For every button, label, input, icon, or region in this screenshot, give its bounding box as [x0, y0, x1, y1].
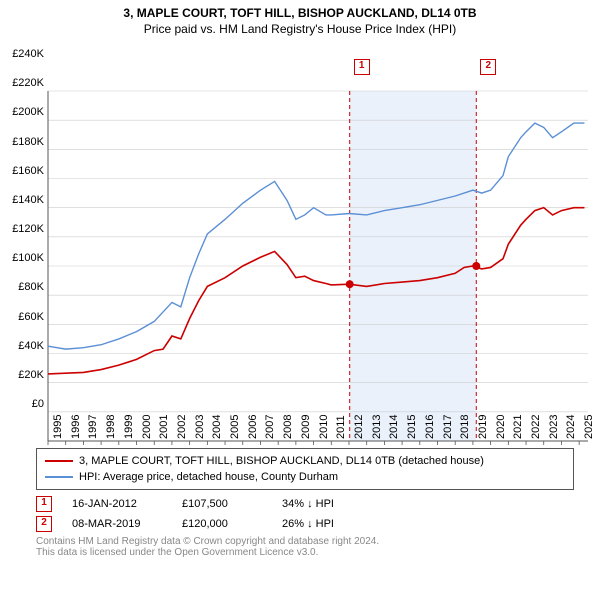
- y-tick-label: £80K: [4, 281, 44, 293]
- sale-date: 16-JAN-2012: [72, 498, 162, 510]
- y-tick-label: £140K: [4, 194, 44, 206]
- y-tick-label: £220K: [4, 77, 44, 89]
- x-tick-label: 2020: [495, 415, 507, 439]
- legend: 3, MAPLE COURT, TOFT HILL, BISHOP AUCKLA…: [36, 448, 574, 490]
- sale-row: 1 16-JAN-2012 £107,500 34% ↓ HPI: [36, 494, 334, 514]
- sale-price: £120,000: [182, 518, 262, 530]
- x-tick-label: 2014: [388, 415, 400, 439]
- legend-label: 3, MAPLE COURT, TOFT HILL, BISHOP AUCKLA…: [79, 455, 484, 467]
- x-tick-label: 2021: [512, 415, 524, 439]
- x-tick-label: 2005: [229, 415, 241, 439]
- y-tick-label: £0: [4, 398, 44, 410]
- title-block: 3, MAPLE COURT, TOFT HILL, BISHOP AUCKLA…: [0, 0, 600, 36]
- x-tick-label: 1995: [52, 415, 64, 439]
- y-tick-label: £100K: [4, 252, 44, 264]
- y-tick-label: £60K: [4, 311, 44, 323]
- x-tick-label: 1996: [70, 415, 82, 439]
- sale-marker: 2: [36, 516, 52, 532]
- x-tick-label: 2022: [530, 415, 542, 439]
- x-tick-label: 2023: [548, 415, 560, 439]
- x-tick-label: 2000: [141, 415, 153, 439]
- vline-marker-2: 2: [480, 59, 496, 75]
- x-tick-label: 2007: [264, 415, 276, 439]
- vline-marker-1: 1: [354, 59, 370, 75]
- sale-delta: 26% ↓ HPI: [282, 518, 334, 530]
- legend-label: HPI: Average price, detached house, Coun…: [79, 471, 338, 483]
- x-tick-label: 2003: [194, 415, 206, 439]
- y-tick-label: £240K: [4, 48, 44, 60]
- y-tick-label: £40K: [4, 340, 44, 352]
- y-tick-label: £200K: [4, 106, 44, 118]
- x-tick-label: 2016: [424, 415, 436, 439]
- legend-swatch: [45, 460, 73, 462]
- x-tick-label: 2012: [353, 415, 365, 439]
- x-tick-label: 2002: [176, 415, 188, 439]
- footer: Contains HM Land Registry data © Crown c…: [36, 536, 379, 558]
- x-tick-label: 2001: [158, 415, 170, 439]
- x-tick-label: 2018: [459, 415, 471, 439]
- x-tick-label: 2013: [371, 415, 383, 439]
- chart-container: 3, MAPLE COURT, TOFT HILL, BISHOP AUCKLA…: [0, 0, 600, 560]
- x-tick-label: 1998: [105, 415, 117, 439]
- x-tick-label: 2008: [282, 415, 294, 439]
- footer-line-2: This data is licensed under the Open Gov…: [36, 547, 379, 558]
- subtitle: Price paid vs. HM Land Registry's House …: [0, 22, 600, 36]
- x-tick-label: 2025: [583, 415, 595, 439]
- x-tick-label: 2024: [565, 415, 577, 439]
- y-tick-label: £180K: [4, 136, 44, 148]
- x-tick-label: 2017: [442, 415, 454, 439]
- x-tick-label: 1997: [87, 415, 99, 439]
- sale-delta: 34% ↓ HPI: [282, 498, 334, 510]
- x-tick-label: 2019: [477, 415, 489, 439]
- y-tick-label: £120K: [4, 223, 44, 235]
- legend-row: 3, MAPLE COURT, TOFT HILL, BISHOP AUCKLA…: [45, 453, 565, 469]
- x-tick-label: 2009: [300, 415, 312, 439]
- sale-marker: 1: [36, 496, 52, 512]
- x-tick-label: 2011: [335, 415, 347, 439]
- x-tick-label: 2004: [211, 415, 223, 439]
- x-tick-label: 2006: [247, 415, 259, 439]
- sale-price: £107,500: [182, 498, 262, 510]
- y-tick-label: £20K: [4, 369, 44, 381]
- address-title: 3, MAPLE COURT, TOFT HILL, BISHOP AUCKLA…: [0, 6, 600, 20]
- x-tick-label: 1999: [123, 415, 135, 439]
- sale-row: 2 08-MAR-2019 £120,000 26% ↓ HPI: [36, 514, 334, 534]
- sale-date: 08-MAR-2019: [72, 518, 162, 530]
- legend-row: HPI: Average price, detached house, Coun…: [45, 469, 565, 485]
- legend-swatch: [45, 476, 73, 478]
- x-tick-label: 2010: [318, 415, 330, 439]
- sales-table: 1 16-JAN-2012 £107,500 34% ↓ HPI 2 08-MAR-201…: [36, 494, 334, 534]
- x-tick-label: 2015: [406, 415, 418, 439]
- footer-line-1: Contains HM Land Registry data © Crown c…: [36, 536, 379, 547]
- y-tick-label: £160K: [4, 165, 44, 177]
